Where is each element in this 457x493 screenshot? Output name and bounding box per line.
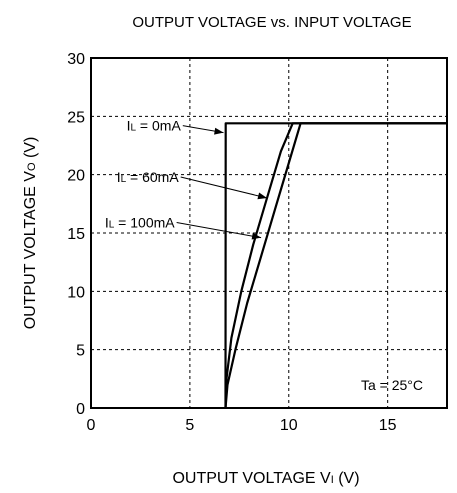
tick-labels: 0 5 10 15 0 5 10 15 20 25 30 xyxy=(67,51,396,434)
grid xyxy=(91,58,447,408)
x-tick-label-0: 0 xyxy=(87,417,96,434)
annotation-label-1: IL = 60mA xyxy=(117,169,180,185)
temperature-note: Ta = 25°C xyxy=(361,377,423,393)
y-axis-label-unit: (V) xyxy=(22,137,39,163)
annotation-arrowhead-0 xyxy=(214,127,224,135)
x-tick-label-2: 10 xyxy=(280,417,298,434)
series-lines xyxy=(224,122,447,409)
series-line-1 xyxy=(224,122,447,409)
annotation-arrowhead-1 xyxy=(257,192,268,200)
y-tick-label-3: 15 xyxy=(67,226,85,243)
series-line-2 xyxy=(224,122,447,409)
annotation-label-2: IL = 100mA xyxy=(105,215,175,231)
y-axis-label: OUTPUT VOLTAGE VO (V) xyxy=(22,137,39,330)
plot-frame xyxy=(90,57,448,409)
x-axis-label-sub: I xyxy=(331,474,334,486)
annotation-label-0: IL = 0mA xyxy=(127,118,182,134)
y-axis-label-sub: O xyxy=(26,162,38,171)
y-tick-label-1: 5 xyxy=(76,343,85,360)
y-tick-label-6: 30 xyxy=(67,51,85,68)
y-tick-label-5: 25 xyxy=(67,109,85,126)
annotation-leader-2 xyxy=(176,222,262,239)
y-tick-label-2: 10 xyxy=(67,284,85,301)
x-axis-label: OUTPUT VOLTAGE VI (V) xyxy=(172,470,359,487)
x-tick-label-1: 5 xyxy=(185,417,194,434)
y-tick-label-4: 20 xyxy=(67,168,85,185)
x-axis-label-unit: (V) xyxy=(334,470,360,487)
x-tick-label-3: 15 xyxy=(379,417,397,434)
annotation-leader-1 xyxy=(180,176,268,199)
chart-title: OUTPUT VOLTAGE vs. INPUT VOLTAGE xyxy=(132,14,411,31)
annotation-arrowhead-2 xyxy=(251,232,262,240)
x-axis-label-main: OUTPUT VOLTAGE V xyxy=(172,470,331,487)
annotations: IL = 0mA IL = 60mA IL = 100mA xyxy=(105,118,268,240)
y-tick-label-0: 0 xyxy=(76,401,85,418)
y-axis-label-main: OUTPUT VOLTAGE V xyxy=(22,171,39,330)
